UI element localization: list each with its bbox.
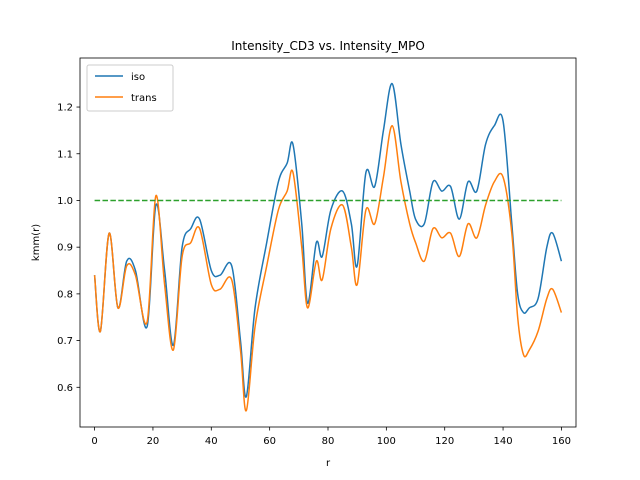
x-axis-ticks: 0 20 40 60 80 100 120 140 160: [91, 427, 571, 447]
y-tick-label: 1.0: [57, 196, 73, 207]
x-tick-label: 20: [147, 436, 160, 447]
legend-label-iso: iso: [131, 72, 145, 83]
x-tick-label: 140: [494, 436, 513, 447]
y-tick-label: 0.8: [57, 289, 73, 300]
y-tick-label: 0.9: [57, 243, 73, 254]
legend: iso trans: [86, 64, 174, 112]
x-tick-label: 40: [205, 436, 218, 447]
x-tick-label: 120: [435, 436, 454, 447]
y-axis-ticks: 0.6 0.7 0.8 0.9 1.0 1.1 1.2: [57, 103, 80, 394]
x-axis-label: r: [326, 458, 331, 469]
y-axis-label: kmm(r): [31, 224, 42, 261]
series-line-trans: [93, 124, 563, 412]
y-tick-label: 0.6: [57, 383, 73, 394]
x-tick-label: 160: [552, 436, 571, 447]
legend-label-trans: trans: [131, 93, 157, 104]
y-tick-label: 1.1: [57, 149, 73, 160]
y-tick-label: 0.7: [57, 336, 73, 347]
x-tick-label: 60: [263, 436, 276, 447]
chart-title: Intensity_CD3 vs. Intensity_MPO: [231, 39, 425, 53]
x-tick-label: 80: [322, 436, 335, 447]
x-tick-label: 100: [377, 436, 396, 447]
series-line-iso: [93, 82, 563, 398]
plot-lines: [93, 82, 563, 412]
y-tick-label: 1.2: [57, 103, 73, 114]
legend-box: [86, 64, 174, 112]
x-tick-label: 0: [91, 436, 97, 447]
